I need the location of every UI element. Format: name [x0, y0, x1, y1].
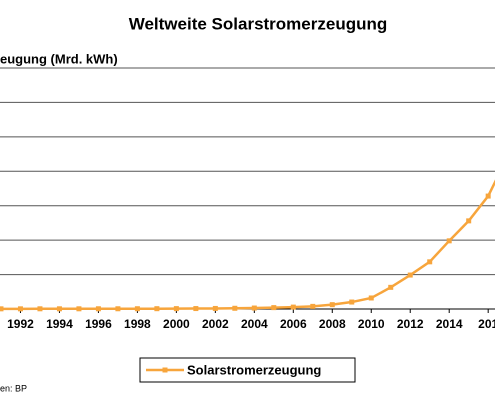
y-axis-label: eugung (Mrd. kWh) [0, 51, 118, 66]
x-tick-label: 1994 [46, 317, 73, 331]
point-marker [446, 238, 452, 244]
point-marker [0, 306, 4, 312]
point-marker [368, 295, 374, 301]
x-tick-label: 2012 [397, 317, 424, 331]
point-marker [251, 305, 257, 311]
x-tick-label: 1996 [85, 317, 112, 331]
series-line [0, 179, 495, 311]
x-tick-label: 201 [478, 317, 495, 331]
legend-label: Solarstromerzeugung [187, 362, 321, 377]
point-marker [134, 306, 140, 312]
x-tick-label: 2014 [436, 317, 463, 331]
point-marker [56, 306, 62, 312]
point-marker [17, 306, 23, 312]
point-marker [329, 302, 335, 308]
point-marker [154, 306, 160, 312]
plot-area [0, 179, 495, 312]
point-marker [37, 306, 43, 312]
point-marker [193, 306, 199, 312]
point-marker [95, 306, 101, 312]
x-tick-label: 2004 [241, 317, 268, 331]
point-marker [290, 304, 296, 310]
point-marker [76, 306, 82, 312]
point-marker [388, 284, 394, 290]
x-tick-label: 2006 [280, 317, 307, 331]
x-tick-label: 2000 [163, 317, 190, 331]
chart-title: Weltweite Solarstromerzeugung [129, 14, 388, 33]
legend-marker [162, 367, 168, 373]
point-marker [427, 259, 433, 265]
point-marker [271, 305, 277, 311]
x-tick-label: 2010 [358, 317, 385, 331]
point-marker [466, 218, 472, 224]
point-marker [173, 306, 179, 312]
source-note: en: BP [0, 383, 27, 393]
point-marker [310, 303, 316, 309]
point-marker [212, 305, 218, 311]
x-tick-label: 1998 [124, 317, 151, 331]
point-marker [115, 306, 121, 312]
point-marker [407, 272, 413, 278]
point-marker [232, 305, 238, 311]
point-marker [349, 299, 355, 305]
x-tick-label: 2008 [319, 317, 346, 331]
x-tick-label: 2002 [202, 317, 229, 331]
point-marker [485, 193, 491, 199]
x-tick-label: 1992 [7, 317, 34, 331]
